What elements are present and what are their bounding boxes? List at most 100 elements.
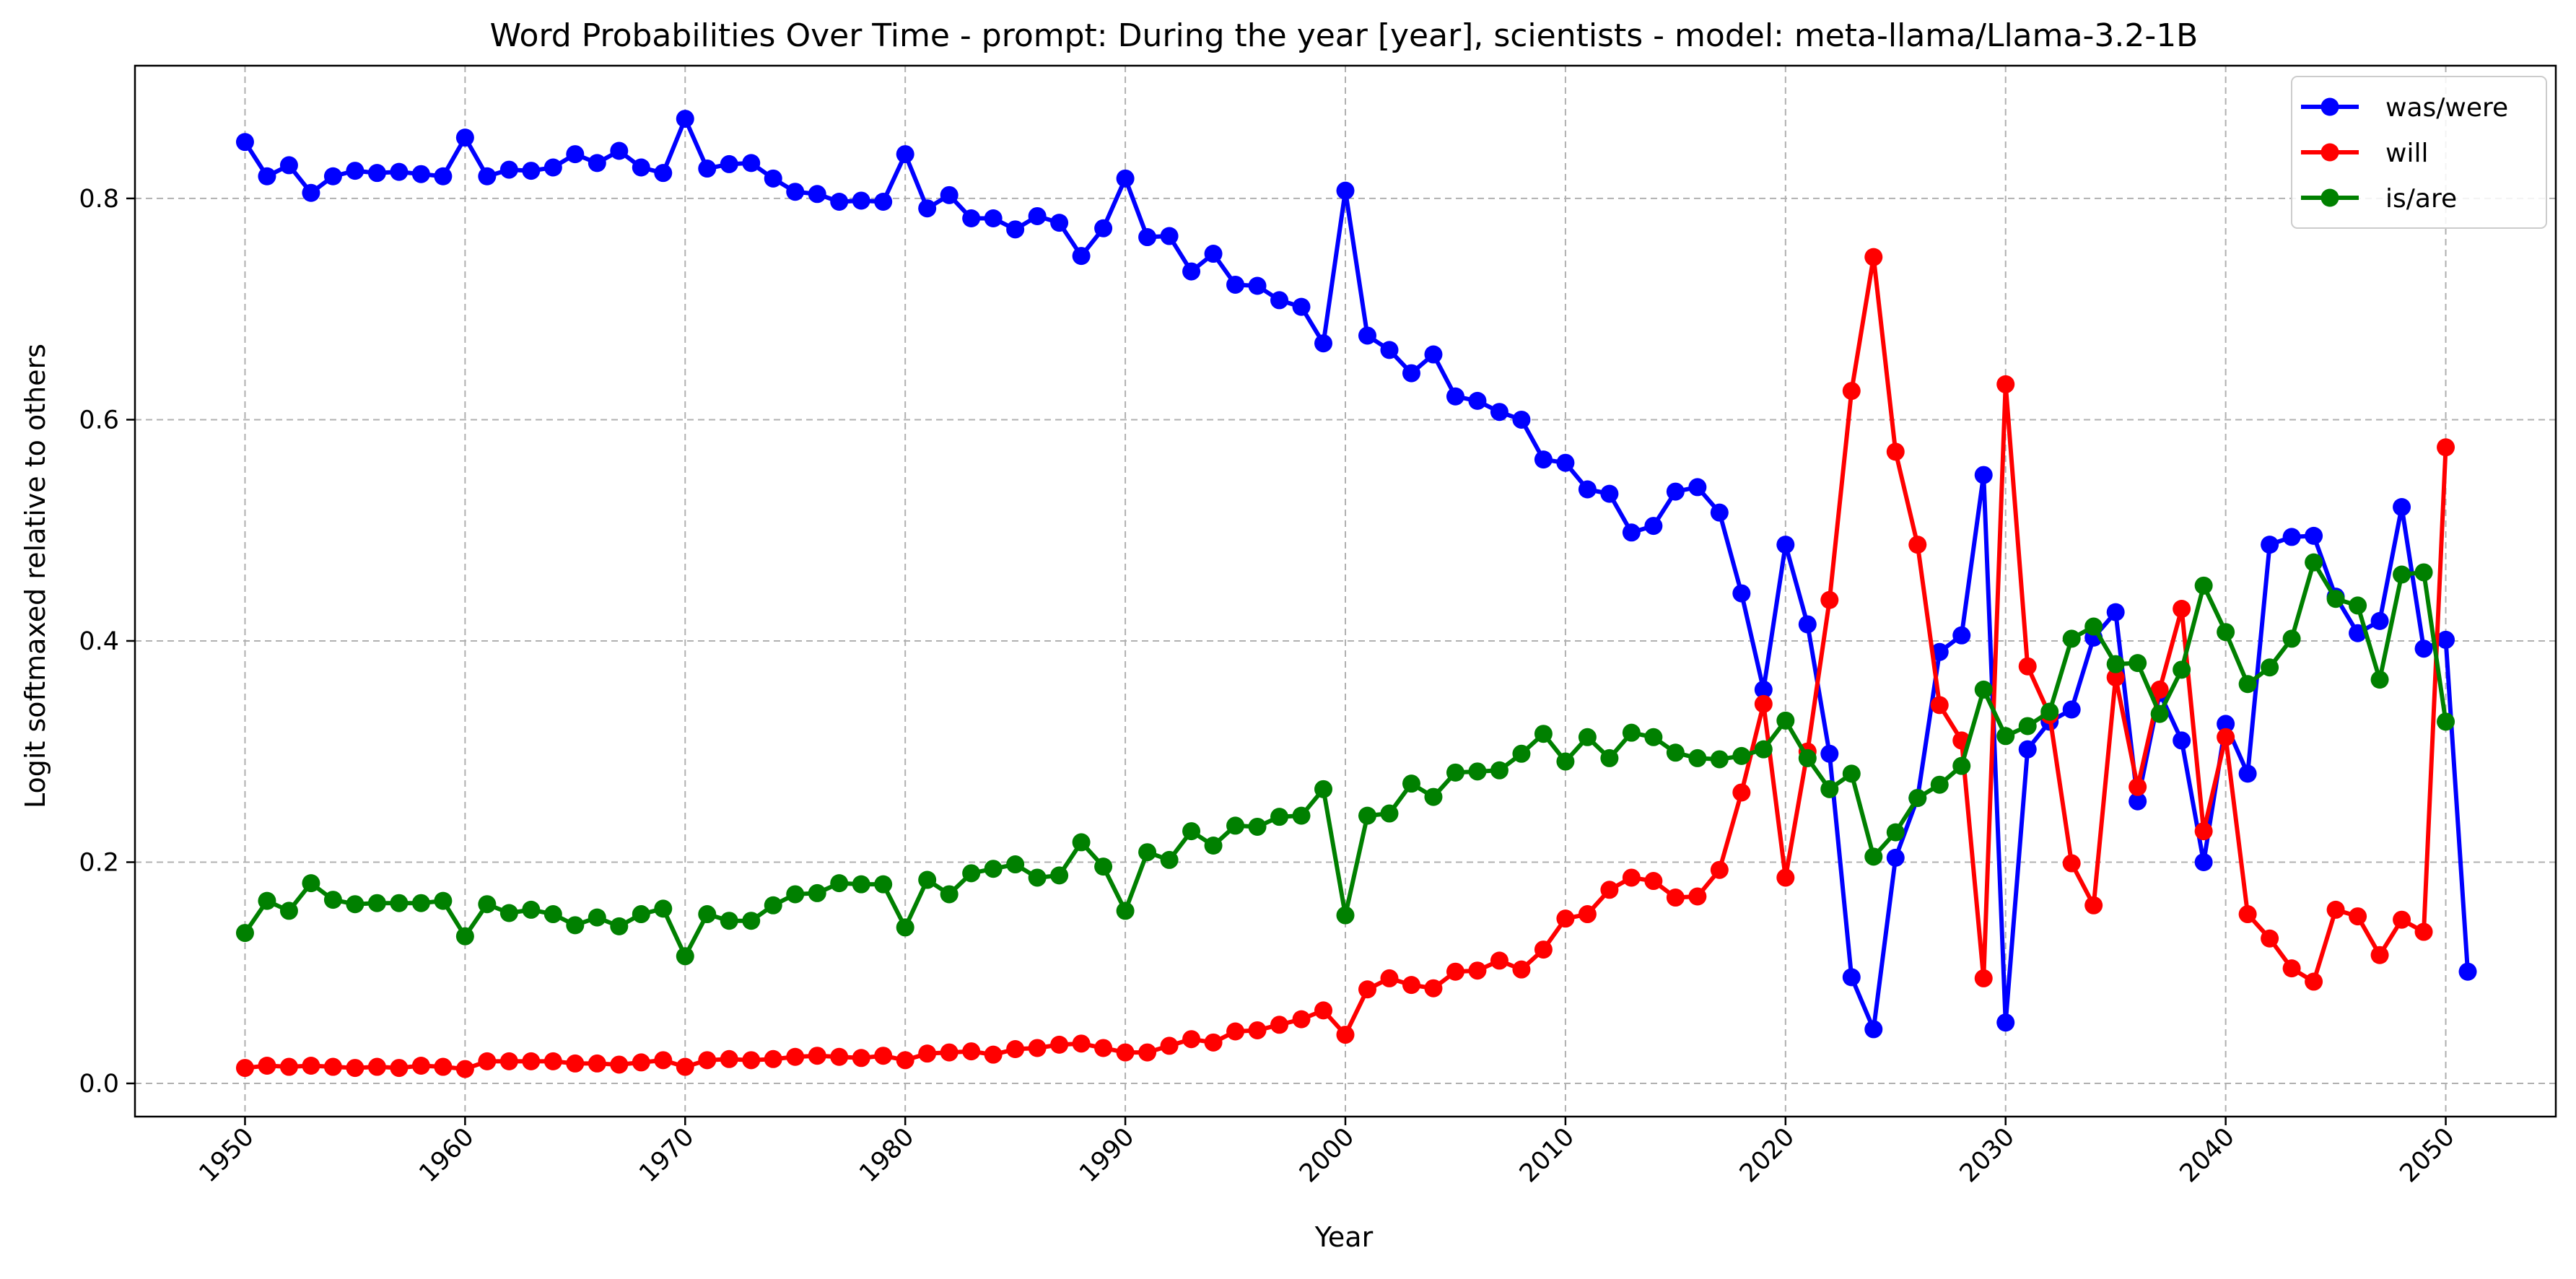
data-point (1182, 262, 1201, 281)
data-point (1754, 680, 1773, 699)
data-point (1930, 775, 1949, 794)
data-point (1072, 1034, 1091, 1053)
data-point (1424, 979, 1443, 998)
data-point (2150, 704, 2169, 723)
data-point (2393, 498, 2411, 517)
data-point (566, 1054, 585, 1073)
data-point (1864, 248, 1883, 266)
data-point (2217, 715, 2235, 733)
data-point (874, 193, 893, 211)
data-point (1688, 748, 1707, 767)
data-point (346, 895, 364, 914)
data-point (1248, 276, 1267, 295)
data-point (742, 1051, 761, 1070)
data-point (1028, 206, 1047, 225)
data-point (962, 1042, 981, 1061)
data-point (2305, 526, 2323, 545)
data-point (543, 158, 562, 177)
data-point (1292, 1010, 1311, 1029)
data-point (1468, 391, 1487, 410)
data-point (764, 896, 782, 914)
data-point (1204, 245, 1223, 263)
data-point (478, 167, 497, 185)
data-point (1336, 181, 1355, 200)
data-point (543, 1052, 562, 1070)
data-point (1688, 478, 1707, 497)
series-was-were (235, 110, 2477, 1039)
y-tick-label: 0.8 (79, 185, 119, 214)
data-point (676, 1057, 694, 1076)
data-point (2393, 565, 2411, 584)
data-point (1556, 453, 1575, 472)
data-point (588, 908, 606, 927)
data-point (808, 1047, 826, 1065)
data-point (1336, 906, 1355, 925)
data-point (1358, 806, 1376, 825)
data-point (2084, 896, 2103, 914)
data-point (346, 1059, 364, 1078)
data-point (654, 899, 673, 918)
data-point (2370, 946, 2389, 964)
data-point (1050, 1035, 1069, 1054)
data-point (1622, 723, 1641, 742)
data-point (1710, 503, 1729, 522)
data-point (1006, 220, 1025, 239)
data-point (588, 1054, 606, 1073)
data-point (1798, 615, 1817, 634)
data-point (1578, 728, 1597, 746)
data-point (1644, 517, 1663, 536)
data-point (411, 894, 430, 912)
y-tick-label: 0.0 (79, 1070, 119, 1099)
data-point (1160, 227, 1179, 245)
data-point (2414, 563, 2433, 582)
data-point (1688, 887, 1707, 906)
data-point (610, 1055, 629, 1074)
chart-title: Word Probabilities Over Time - prompt: D… (490, 17, 2199, 54)
data-point (720, 1049, 738, 1068)
data-point (1842, 764, 1861, 783)
data-point (1094, 219, 1113, 237)
series-is-are (235, 553, 2455, 966)
data-point (2062, 629, 2081, 648)
data-point (323, 891, 342, 909)
data-point (2062, 700, 2081, 719)
series-will (235, 248, 2455, 1078)
data-point (1886, 823, 1905, 842)
data-point (2458, 962, 2477, 981)
data-point (1974, 466, 1993, 484)
data-point (1028, 868, 1047, 887)
data-point (2194, 852, 2213, 871)
data-point (742, 154, 761, 173)
data-point (962, 209, 981, 228)
data-point (258, 167, 276, 185)
data-point (984, 860, 1003, 878)
data-point (720, 154, 738, 173)
data-point (918, 199, 937, 218)
data-point (2018, 717, 2037, 735)
data-point (2217, 728, 2235, 746)
data-point (874, 875, 893, 894)
data-point (764, 169, 782, 188)
data-point (610, 917, 629, 935)
data-point (2018, 657, 2037, 676)
data-point (499, 904, 518, 922)
data-point (1776, 711, 1795, 730)
data-point (698, 905, 717, 924)
data-point (1930, 696, 1949, 715)
data-point (2129, 654, 2147, 673)
data-point (566, 916, 585, 935)
legend-marker (2320, 143, 2339, 162)
data-point (2129, 792, 2147, 811)
data-point (1974, 680, 1993, 699)
data-point (2261, 536, 2279, 554)
data-point (2173, 660, 2191, 679)
data-point (676, 110, 694, 128)
data-point (1556, 909, 1575, 928)
data-point (302, 1056, 320, 1075)
data-point (2238, 905, 2257, 924)
data-point (1226, 1022, 1245, 1041)
data-point (2261, 929, 2279, 948)
data-point (258, 1056, 276, 1075)
data-point (1468, 961, 1487, 980)
